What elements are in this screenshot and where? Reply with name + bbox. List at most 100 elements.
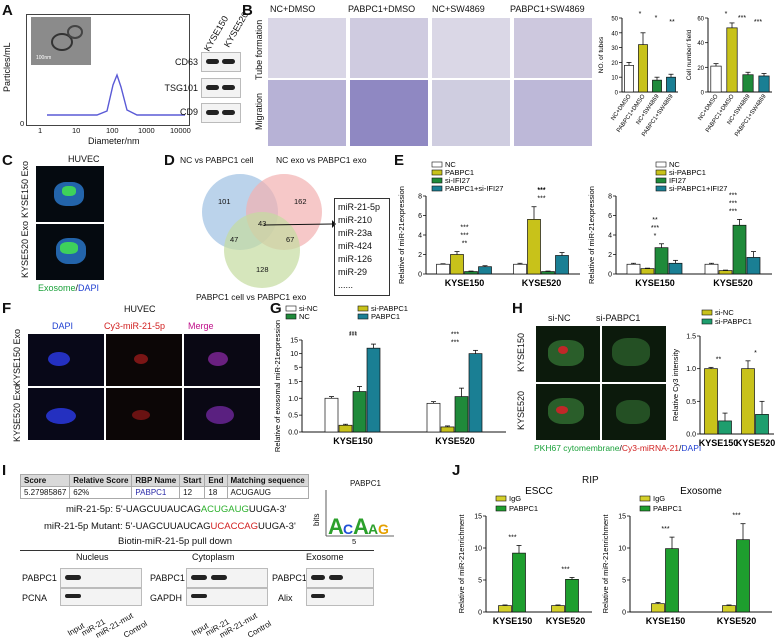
significance-marker: *** <box>754 19 762 26</box>
c-row-kyse520: KYSE520 Exo <box>20 220 30 278</box>
y-tick-label: 6 <box>418 213 422 220</box>
legend-label: si-PABPC1 <box>371 304 408 313</box>
y-tick-label: 5 <box>478 578 482 585</box>
blot-cyto-r1: PABPC1 <box>150 573 185 583</box>
h-row-kyse150: KYSE150 <box>516 332 526 372</box>
y-tick-label: 1.0 <box>288 396 298 403</box>
category-label: KYSE150 <box>333 436 373 446</box>
b-col-pabpc1-sw4869: PABPC1+SW4869 <box>510 4 585 14</box>
legend-label: NC <box>445 160 456 169</box>
significance-marker: * <box>725 11 728 18</box>
f-title: HUVEC <box>124 304 156 314</box>
legend-label: IgG <box>653 494 665 503</box>
bar <box>704 263 719 275</box>
category-label: KYSE150 <box>635 278 675 288</box>
category-label: KYSE520 <box>435 436 475 446</box>
th-rbp: RBP Name <box>131 474 181 487</box>
panel-label-a: A <box>2 2 13 19</box>
mir-2: miR-210 <box>338 215 373 225</box>
td-relscore: 62% <box>69 486 133 499</box>
y-tick-label: 5 <box>294 365 298 372</box>
y-tick-label: 30 <box>611 46 618 52</box>
nta-xtick-1000: 1000 <box>138 126 155 135</box>
chart-j-escc: 0 5 10 15 Relative of miR-21enrichment ESCC KY… <box>457 486 592 626</box>
bar <box>450 254 464 275</box>
bar <box>726 27 738 93</box>
venn-n2: 162 <box>294 197 307 206</box>
legend-label: PABPC1+si-IFI27 <box>445 184 503 193</box>
category-label: KYSE150 <box>699 438 739 448</box>
venn-n6: 128 <box>256 265 269 274</box>
y-tick-label: 0 <box>608 272 612 279</box>
frac-nucleus: Nucleus <box>76 552 109 562</box>
significance-marker: *** <box>729 200 737 207</box>
chart-j-exosome: 0 5 10 15 Relative of miR-21enrichment Exosom… <box>601 486 772 626</box>
chart-g: 0.0 0.5 1.0 1.5 5 10 15 Relative of exosomal mi… <box>273 304 506 452</box>
legend-swatch <box>701 318 713 325</box>
bar <box>741 368 755 435</box>
y-tick-label: 6 <box>608 213 612 220</box>
bar <box>666 76 676 93</box>
pulldown-title: Biotin-miR-21-5p pull down <box>118 536 233 547</box>
bar <box>732 224 747 275</box>
wb-blot-cd9 <box>201 103 241 123</box>
logo-ylabel: bits <box>312 513 321 526</box>
chart-h: 0.0 0.5 1.0 1.5 Relative Cy3 intensity KYSE15… <box>671 308 775 448</box>
blot-nuc-pabpc1 <box>60 568 142 588</box>
y-tick-label: 2 <box>418 252 422 259</box>
f-col-merge: Merge <box>188 321 214 331</box>
h-col-sinc: si-NC <box>548 313 571 323</box>
bar <box>527 219 541 275</box>
b-img-tube-3 <box>432 18 510 78</box>
significance-marker: *** <box>460 225 468 232</box>
bar <box>454 396 469 433</box>
nta-ylabel: Particles/mL <box>2 42 12 92</box>
nta-xtick-1: 1 <box>38 126 43 135</box>
chart-e-right: 0 2 4 6 8 Relative of miR-21expression KYSE150… <box>587 160 772 288</box>
y-tick-label: 10 <box>290 351 298 358</box>
significance-marker: ** <box>716 356 722 363</box>
td-rbp: PABPC1 <box>131 486 181 499</box>
y-tick-label: 15 <box>474 514 482 521</box>
y-axis-label: Cell number/ field <box>686 29 693 80</box>
bar <box>426 402 441 433</box>
h-col-sipabpc1: si-PABPC1 <box>596 313 641 323</box>
category-label: KYSE150 <box>445 278 485 288</box>
panel-label-c: C <box>2 152 13 169</box>
b-img-tube-4 <box>514 18 592 78</box>
venn-label-2: NC exo vs PABPC1 exo <box>276 155 367 165</box>
blot-nuc-pcna <box>60 588 142 606</box>
svg-text:C: C <box>343 521 353 537</box>
c-legend: Exosome/DAPI <box>38 283 100 293</box>
y-tick-label: 10 <box>618 546 626 553</box>
bar <box>742 74 754 93</box>
b-img-mig-3 <box>432 80 510 146</box>
y-tick-label: 50 <box>611 17 618 23</box>
significance-marker: *** <box>561 566 569 573</box>
y-tick-label: 5 <box>622 578 626 585</box>
sequence-logo: A C A A G <box>325 490 394 539</box>
significance-marker: *** <box>651 225 659 232</box>
c-img-kyse150 <box>36 166 104 222</box>
y-axis-label: Relative of miR-21expression <box>587 186 596 284</box>
y-tick-label: 0 <box>622 610 626 617</box>
category-label: KYSE520 <box>522 278 562 288</box>
legend-swatch <box>655 185 667 192</box>
mir-list-box: miR-21-5p miR-210 miR-23a miR-424 miR-12… <box>334 198 390 296</box>
significance-marker: * <box>655 15 658 22</box>
significance-marker: *** <box>537 188 545 195</box>
h-img-2-sinc <box>536 384 600 440</box>
legend-swatch <box>495 495 507 502</box>
blot-cyto-pabpc1 <box>186 568 268 588</box>
blot-cyto-r2: GAPDH <box>150 593 183 603</box>
legend-label: PABPC1 <box>509 504 538 513</box>
y-axis-label: Relative of miR-21expression <box>397 186 406 284</box>
venn-n3: 43 <box>258 219 267 228</box>
y-tick-label: 1.0 <box>686 366 696 373</box>
nta-xtick-10: 10 <box>72 126 81 135</box>
panel-label-b: B <box>242 2 253 19</box>
y-tick-label: 15 <box>618 514 626 521</box>
svg-text:G: G <box>378 521 389 537</box>
